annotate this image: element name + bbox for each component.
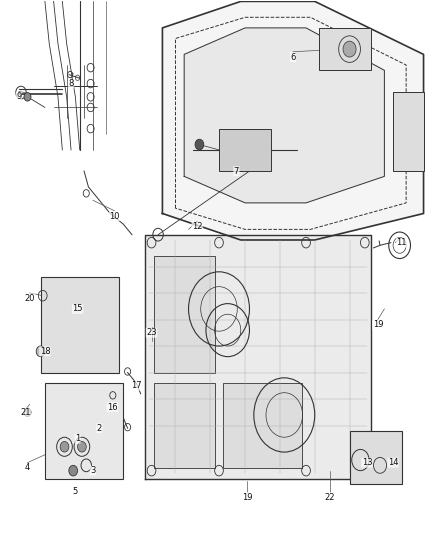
Text: 19: 19 <box>242 492 253 502</box>
Text: 6: 6 <box>290 53 296 62</box>
Polygon shape <box>162 2 424 240</box>
Text: 5: 5 <box>73 487 78 496</box>
Bar <box>45 383 123 479</box>
Bar <box>41 277 119 373</box>
Text: 4: 4 <box>25 464 30 472</box>
Circle shape <box>60 441 69 452</box>
Text: 12: 12 <box>192 222 202 231</box>
Text: 21: 21 <box>20 408 31 417</box>
Circle shape <box>36 346 45 357</box>
Text: 1: 1 <box>75 434 80 443</box>
Circle shape <box>69 465 78 476</box>
Polygon shape <box>184 28 385 203</box>
Bar <box>154 256 215 373</box>
Circle shape <box>195 139 204 150</box>
Circle shape <box>24 93 31 101</box>
Bar <box>350 431 402 484</box>
Bar <box>154 383 215 468</box>
Text: 10: 10 <box>110 212 120 221</box>
Circle shape <box>343 41 356 57</box>
Bar <box>219 128 271 171</box>
Circle shape <box>24 408 31 417</box>
Text: 15: 15 <box>72 304 83 313</box>
Text: 16: 16 <box>107 402 118 411</box>
Polygon shape <box>145 235 371 479</box>
Text: 13: 13 <box>362 458 372 467</box>
Text: 7: 7 <box>234 166 239 175</box>
Text: 11: 11 <box>396 238 407 247</box>
Text: 19: 19 <box>373 320 383 329</box>
Text: 3: 3 <box>90 466 95 475</box>
Text: 14: 14 <box>388 458 398 467</box>
Text: 22: 22 <box>325 492 335 502</box>
Text: 9: 9 <box>16 92 21 101</box>
Circle shape <box>78 441 86 452</box>
Bar <box>393 92 424 171</box>
Text: 2: 2 <box>97 424 102 433</box>
Text: 8: 8 <box>68 79 74 88</box>
Text: 18: 18 <box>39 347 50 356</box>
Bar <box>319 28 371 70</box>
Text: 20: 20 <box>25 294 35 303</box>
Text: 23: 23 <box>146 328 157 337</box>
Bar <box>223 383 302 468</box>
Text: 17: 17 <box>131 381 141 390</box>
